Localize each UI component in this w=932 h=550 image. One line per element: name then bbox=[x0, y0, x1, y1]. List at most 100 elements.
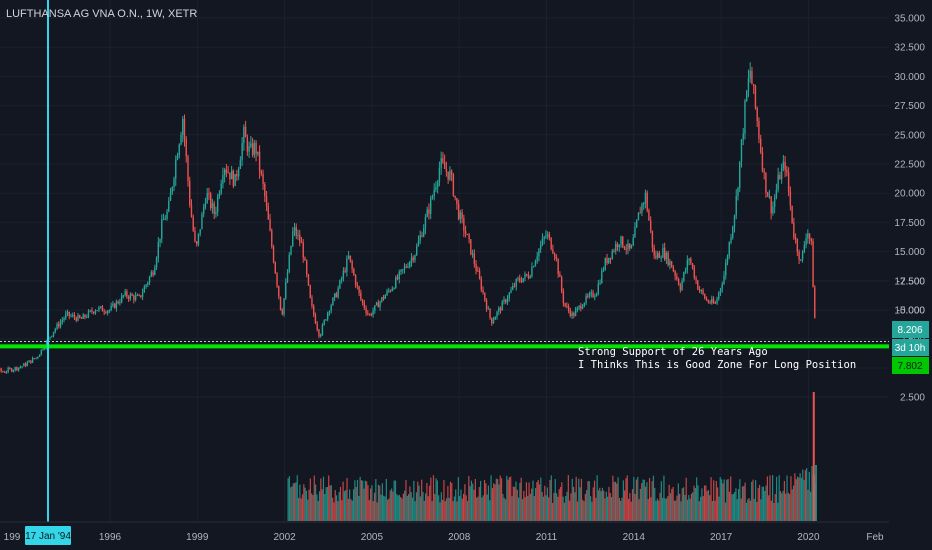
volume-bar bbox=[352, 489, 355, 521]
volume-bar bbox=[524, 497, 526, 521]
price-candle bbox=[450, 170, 453, 175]
volume-bar bbox=[576, 501, 579, 521]
volume-bar bbox=[697, 485, 699, 521]
countdown-label: 3d 10h bbox=[895, 343, 926, 354]
price-candle bbox=[38, 354, 41, 358]
volume-bar bbox=[608, 486, 610, 521]
price-candle bbox=[768, 196, 771, 198]
price-candle bbox=[117, 301, 119, 304]
volume-bar bbox=[685, 477, 687, 521]
volume-bar bbox=[662, 497, 664, 521]
time-tick-label: 2020 bbox=[797, 532, 820, 543]
price-candle bbox=[187, 156, 189, 181]
volume-bar bbox=[758, 484, 761, 521]
price-candle bbox=[723, 275, 725, 285]
volume-bar bbox=[516, 489, 518, 521]
price-candle bbox=[56, 323, 58, 329]
price-candle bbox=[122, 295, 125, 297]
volume-bar bbox=[726, 479, 728, 521]
price-candle bbox=[714, 302, 716, 304]
volume-bar bbox=[552, 502, 554, 521]
price-candle bbox=[49, 336, 51, 338]
last-price-badge: 8.206 bbox=[892, 321, 929, 338]
volume-bar bbox=[720, 479, 723, 521]
volume-bar bbox=[487, 485, 490, 521]
volume-bar bbox=[320, 478, 322, 521]
price-candle bbox=[754, 85, 757, 108]
volume-bar bbox=[321, 489, 323, 521]
volume-bar bbox=[570, 493, 572, 521]
price-candle bbox=[527, 275, 530, 279]
volume-bar bbox=[745, 502, 748, 521]
price-candle bbox=[389, 290, 392, 292]
time-tick-label: Feb bbox=[866, 532, 884, 543]
price-candle bbox=[89, 310, 91, 312]
volume-bar bbox=[444, 501, 446, 521]
volume-bar bbox=[528, 482, 530, 521]
volume-bar bbox=[460, 489, 462, 521]
volume-bar bbox=[737, 489, 740, 521]
volume-bar bbox=[371, 485, 373, 521]
price-candle bbox=[105, 312, 107, 314]
price-candle bbox=[541, 238, 544, 245]
price-candle bbox=[447, 171, 449, 180]
volume-bar bbox=[521, 499, 524, 521]
price-candle bbox=[319, 334, 322, 337]
volume-bar bbox=[332, 497, 334, 521]
volume-bar bbox=[620, 500, 622, 521]
price-candle bbox=[775, 189, 778, 199]
price-candle bbox=[79, 315, 81, 318]
price-candle bbox=[505, 299, 507, 303]
volume-bar bbox=[544, 485, 546, 521]
volume-bar bbox=[795, 479, 797, 521]
price-scale[interactable] bbox=[889, 0, 932, 522]
volume-bar bbox=[485, 483, 487, 521]
volume-bar bbox=[537, 479, 539, 521]
volume-bar bbox=[333, 502, 335, 521]
volume-bar bbox=[401, 498, 403, 521]
price-candle bbox=[716, 298, 718, 304]
price-candle bbox=[508, 292, 510, 299]
volume-bar bbox=[641, 483, 643, 521]
volume-bar bbox=[435, 478, 437, 521]
price-candle bbox=[517, 278, 519, 280]
volume-bar bbox=[303, 484, 305, 521]
price-candle bbox=[491, 317, 493, 324]
volume-bar bbox=[571, 478, 573, 521]
volume-bar bbox=[575, 476, 577, 521]
price-candle bbox=[412, 257, 414, 261]
volume-bar bbox=[480, 480, 482, 521]
price-candle bbox=[482, 289, 484, 293]
price-candle bbox=[222, 175, 224, 184]
volume-bar bbox=[531, 488, 533, 521]
volume-bar bbox=[778, 475, 780, 521]
price-candle bbox=[309, 285, 311, 298]
price-candle bbox=[808, 233, 811, 239]
time-tick-label: 199 bbox=[4, 532, 21, 543]
volume-bar bbox=[739, 479, 741, 521]
volume-bar bbox=[781, 493, 783, 521]
price-candle bbox=[814, 287, 816, 319]
volume-bar bbox=[786, 475, 788, 521]
volume-bar bbox=[677, 483, 679, 521]
price-candle bbox=[718, 292, 720, 299]
price-candle bbox=[145, 284, 147, 287]
price-candle bbox=[749, 70, 751, 79]
price-candle bbox=[594, 296, 596, 298]
volume-bar bbox=[604, 498, 606, 521]
price-candle bbox=[372, 310, 374, 316]
price-candle bbox=[346, 258, 348, 272]
volume-bar bbox=[519, 482, 521, 521]
price-candle bbox=[606, 258, 608, 264]
price-candle bbox=[119, 302, 121, 304]
volume-bar bbox=[625, 478, 627, 521]
price-candle bbox=[751, 70, 753, 85]
price-candle bbox=[176, 155, 179, 160]
volume-bar bbox=[381, 483, 383, 521]
price-candle bbox=[138, 295, 140, 297]
price-candle bbox=[560, 276, 563, 291]
time-scale[interactable] bbox=[0, 522, 932, 550]
volume-bar bbox=[717, 487, 719, 521]
volume-bar bbox=[515, 481, 517, 521]
